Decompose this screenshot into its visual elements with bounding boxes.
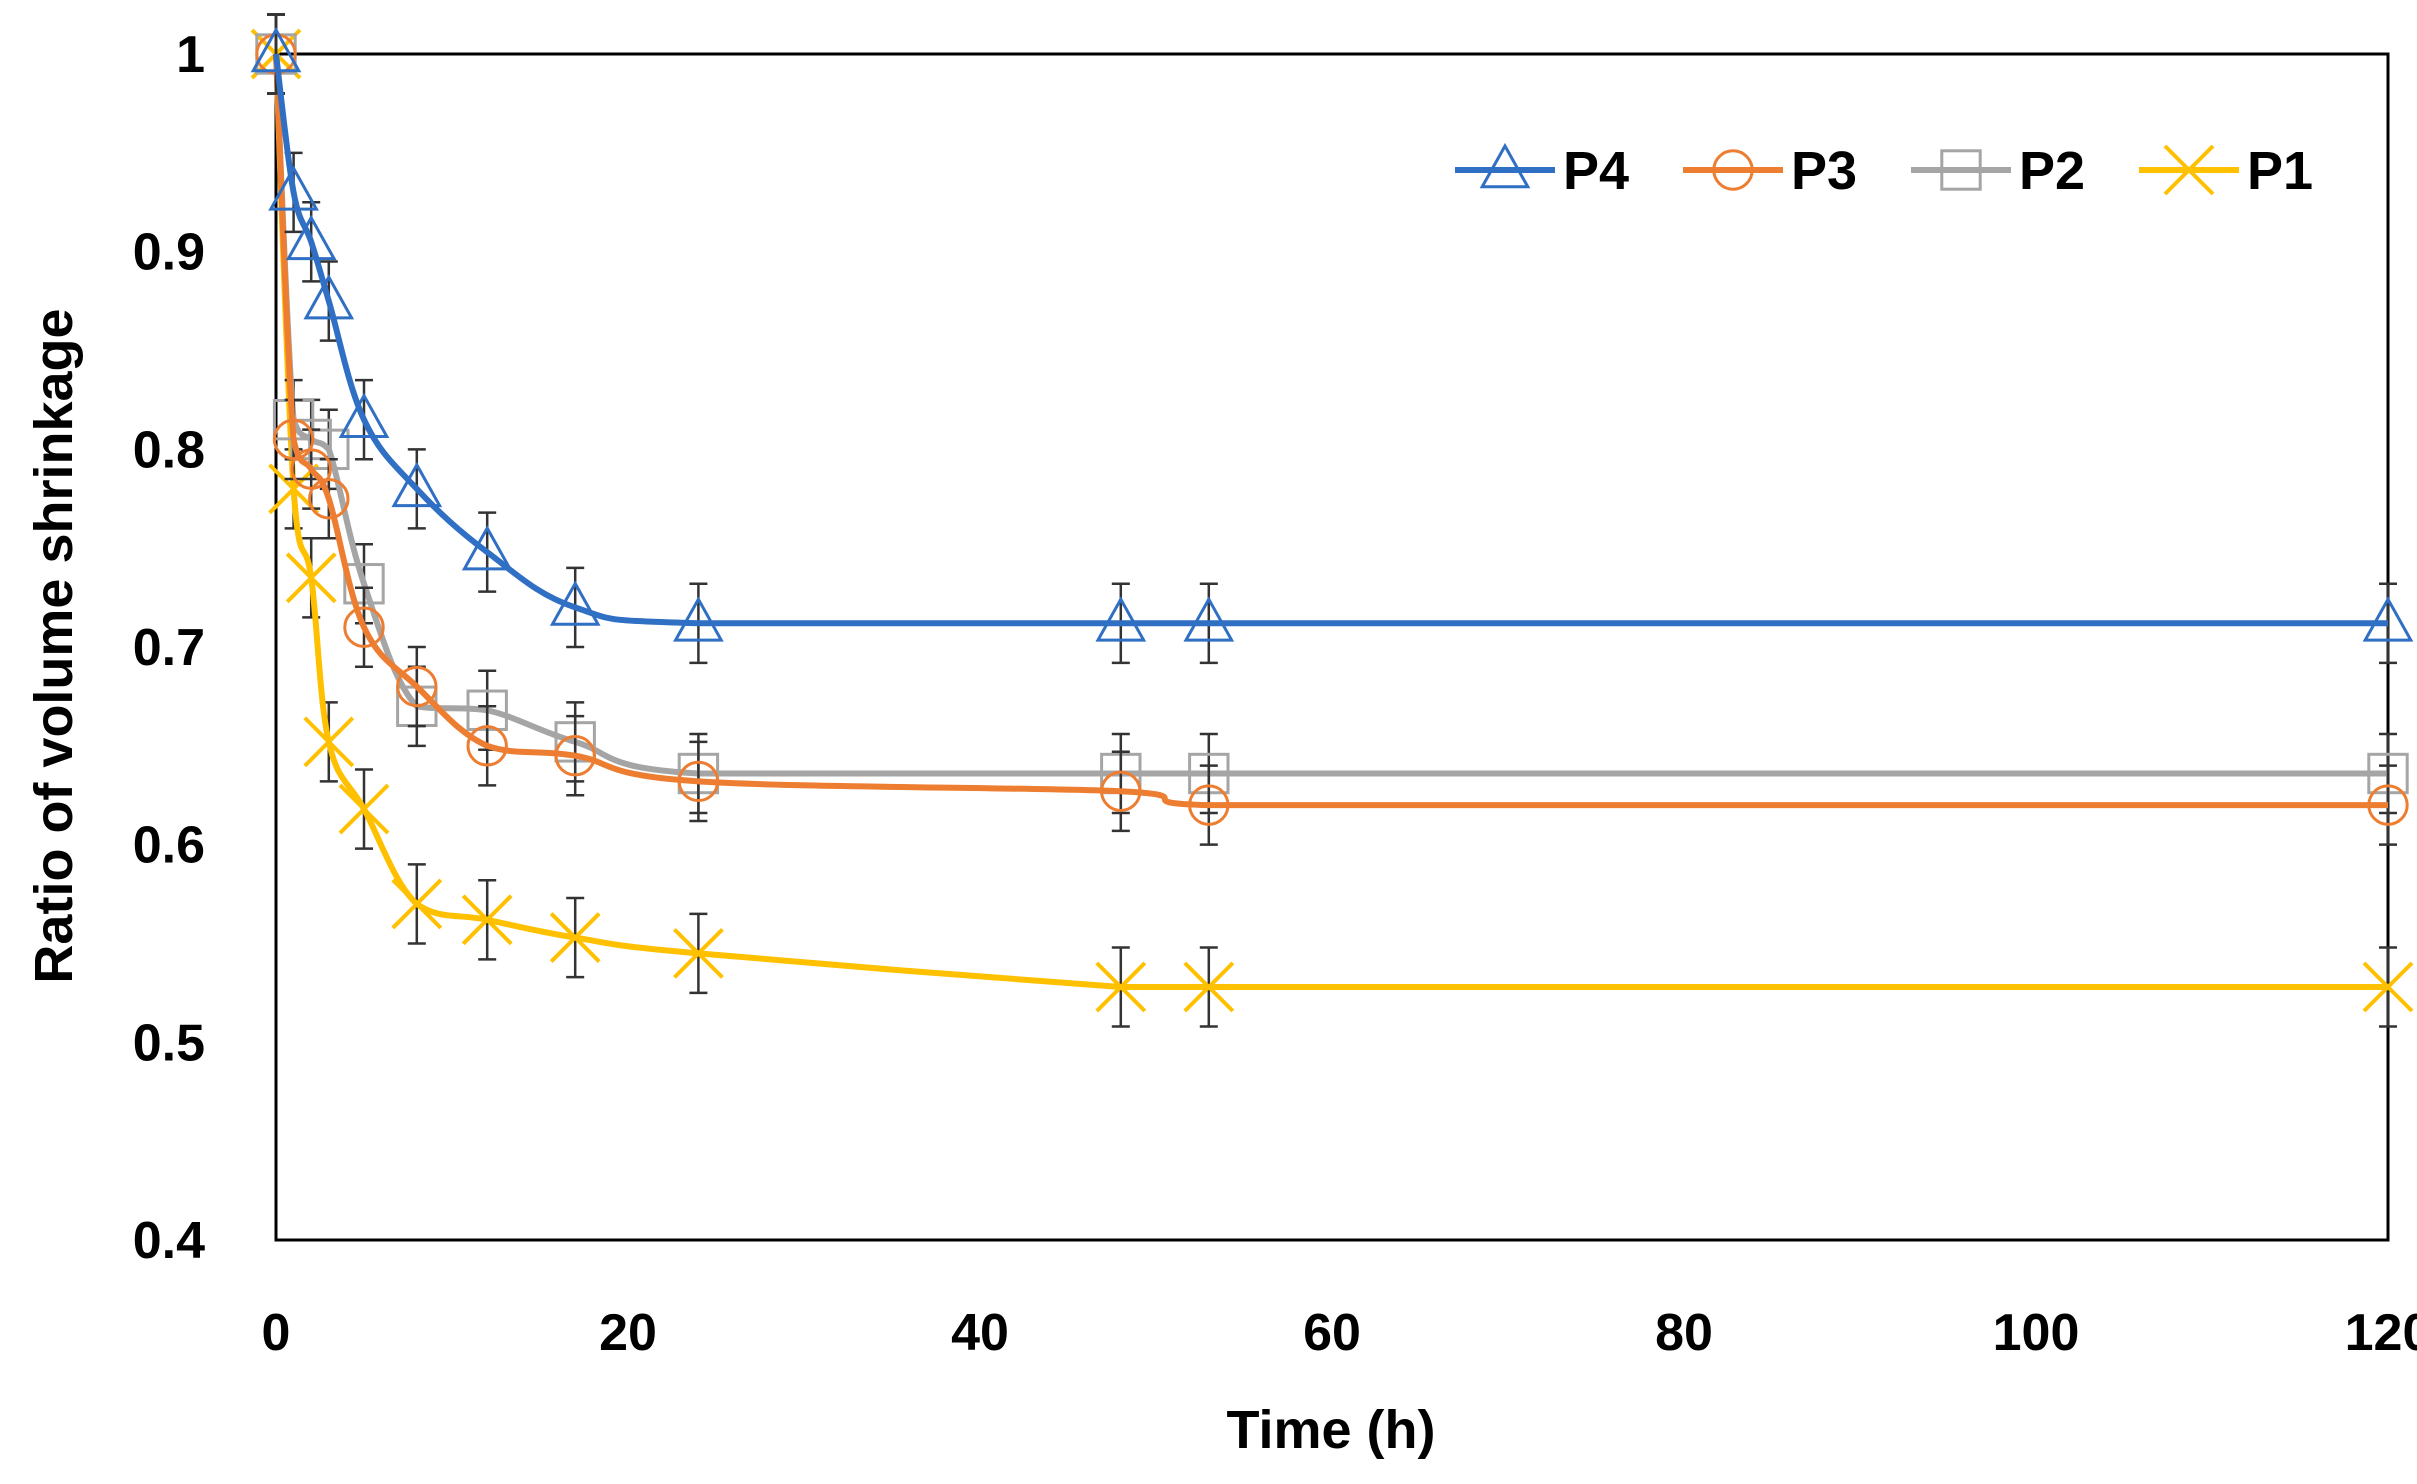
marker-circle xyxy=(1100,770,1142,812)
marker-x xyxy=(285,552,337,604)
plot-frame xyxy=(274,52,2390,1242)
x-axis-title: Time (h) xyxy=(1226,1400,1435,1460)
y-tick-label: 0.8 xyxy=(133,421,205,479)
x-tick-label: 40 xyxy=(951,1304,1009,1362)
marker-circle xyxy=(1188,784,1230,826)
legend-item-p3: P3 xyxy=(1683,141,1857,201)
marker-x xyxy=(461,894,513,946)
marker-square xyxy=(1940,149,1982,191)
x-tick-label: 20 xyxy=(599,1304,657,1362)
x-tick-label: 80 xyxy=(1655,1304,1713,1362)
x-tick-label: 0 xyxy=(262,1304,291,1362)
marker-triangle xyxy=(303,274,355,320)
y-axis-title: Ratio of volume shrinkage xyxy=(24,308,84,983)
series-layer xyxy=(250,13,2414,1028)
x-axis: 0 20 40 60 80 100 120 xyxy=(262,1304,2417,1362)
series-p3 xyxy=(255,13,2409,846)
legend-label: P4 xyxy=(1563,141,1629,201)
marker-triangle xyxy=(1095,596,1147,642)
marker-circle xyxy=(308,478,350,520)
series-line xyxy=(273,53,2388,627)
marker-triangle xyxy=(250,26,302,73)
marker-triangle xyxy=(1183,596,1235,642)
legend-item-p4: P4 xyxy=(1455,141,1629,201)
y-tick-label: 0.5 xyxy=(133,1014,205,1072)
marker-triangle xyxy=(285,214,337,261)
marker-circle xyxy=(396,665,438,708)
plot-area xyxy=(274,52,2390,1242)
legend-item-p2: P2 xyxy=(1911,141,2085,201)
marker-triangle xyxy=(338,392,390,438)
marker-circle xyxy=(2367,784,2409,826)
x-tick-label: 120 xyxy=(2345,1304,2417,1362)
marker-circle xyxy=(554,735,596,777)
marker-x xyxy=(672,927,724,979)
marker-triangle xyxy=(461,525,513,571)
marker-triangle xyxy=(268,165,319,211)
marker-x xyxy=(2362,961,2414,1013)
marker-x xyxy=(549,912,601,963)
marker-triangle xyxy=(391,461,443,508)
marker-x xyxy=(303,716,355,768)
marker-circle xyxy=(677,760,720,803)
legend-label: P3 xyxy=(1791,141,1857,201)
marker-triangle xyxy=(2362,596,2414,642)
y-axis: 0.4 0.5 0.6 0.7 0.8 0.9 1 xyxy=(133,26,205,1270)
y-tick-label: 0.9 xyxy=(133,224,205,282)
marker-x xyxy=(1095,961,1147,1013)
y-tick-label: 1 xyxy=(176,26,205,84)
series-p4 xyxy=(250,13,2414,665)
marker-triangle xyxy=(549,580,601,626)
marker-x xyxy=(1183,961,1235,1013)
marker-x xyxy=(338,783,390,835)
legend-item-p1: P1 xyxy=(2139,141,2313,201)
y-tick-label: 0.4 xyxy=(133,1212,205,1270)
marker-circle xyxy=(343,606,385,648)
x-tick-label: 60 xyxy=(1303,1304,1361,1362)
legend-label: P1 xyxy=(2247,141,2313,201)
legend-label: P2 xyxy=(2019,141,2085,201)
marker-triangle xyxy=(673,596,724,642)
marker-x xyxy=(391,878,443,930)
marker-circle xyxy=(466,725,508,767)
marker-circle xyxy=(1712,149,1754,191)
series-line xyxy=(273,53,2388,990)
y-tick-label: 0.7 xyxy=(133,619,205,677)
marker-triangle xyxy=(1479,142,1531,189)
x-tick-label: 100 xyxy=(1993,1304,2080,1362)
y-tick-label: 0.6 xyxy=(133,817,205,875)
legend: P4 P3 P2 P1 xyxy=(1455,141,2313,201)
series-line xyxy=(273,53,2388,809)
marker-x xyxy=(2163,144,2215,196)
